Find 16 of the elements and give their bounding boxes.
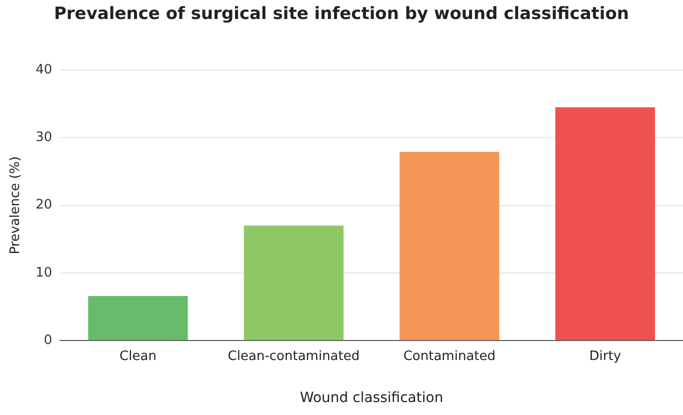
x-tick-label: Dirty (589, 348, 622, 364)
y-tick-label: 30 (36, 130, 52, 146)
bar (400, 152, 500, 340)
x-tick-label: Contaminated (403, 348, 496, 364)
x-tick-label: Clean-contaminated (228, 348, 360, 364)
y-axis-title: Prevalence (%) (8, 156, 24, 254)
y-tick-label: 20 (36, 198, 52, 213)
bar (244, 226, 344, 340)
y-tick-label: 10 (36, 265, 52, 280)
x-tick-label: Clean (120, 348, 156, 364)
y-tick-label: 0 (44, 332, 52, 348)
chart-title: Prevalence of surgical site infection by wound classification (52, 4, 630, 24)
bar (88, 296, 188, 340)
x-axis-title: Wound classification (300, 390, 444, 406)
bar (555, 107, 655, 340)
y-tick-label: 40 (36, 62, 52, 78)
